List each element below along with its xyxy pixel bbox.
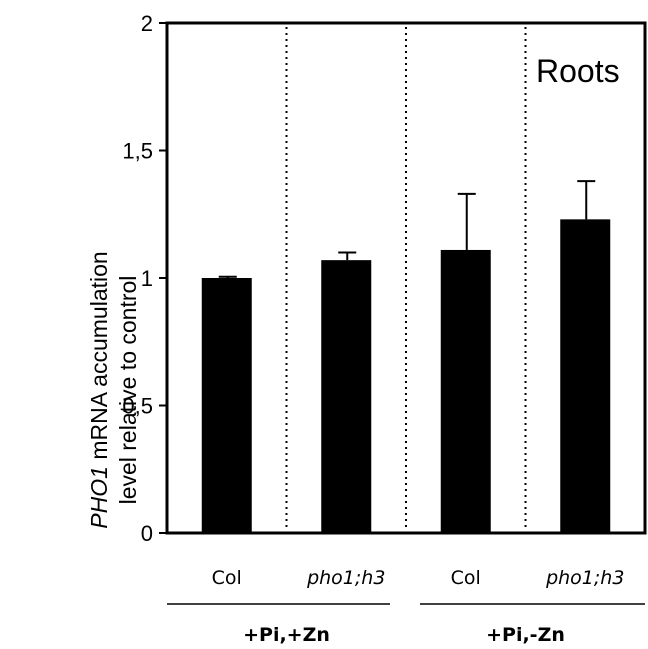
y-axis-label-rest: mRNA accumulation xyxy=(86,251,112,466)
category-label: Col xyxy=(212,567,242,589)
category-label: pho1;h3 xyxy=(545,567,624,589)
y-tick-label: 1 xyxy=(141,266,153,291)
y-axis-label-line2: level relative to control xyxy=(115,276,141,505)
y-axis-label-gene: PHO1 xyxy=(86,466,112,529)
group-label: +Pi,+Zn xyxy=(243,624,330,646)
bar xyxy=(440,249,491,533)
y-tick-label: 0 xyxy=(141,521,153,546)
y-tick-label: 1,5 xyxy=(122,139,153,164)
group-labels: +Pi,+Zn +Pi,-Zn xyxy=(167,603,645,646)
bar xyxy=(321,260,372,533)
x-axis-categories: Col pho1;h3 Col pho1;h3 xyxy=(212,567,625,589)
bars xyxy=(201,219,611,533)
bar xyxy=(201,278,252,533)
bar xyxy=(560,219,611,533)
category-separators xyxy=(285,27,527,531)
category-label: pho1;h3 xyxy=(306,567,385,589)
group-label: +Pi,-Zn xyxy=(486,624,565,646)
y-axis-label: PHO1 mRNA accumulation level relative to… xyxy=(86,251,141,528)
svg-text:PHO1 mRNA accumulation: PHO1 mRNA accumulation xyxy=(86,251,112,528)
y-axis-ticks: 0 0,5 1 1,5 2 xyxy=(122,11,167,546)
y-tick-label: 0,5 xyxy=(122,394,153,419)
error-bars xyxy=(218,180,596,278)
category-label: Col xyxy=(451,567,481,589)
y-tick-label: 2 xyxy=(141,11,153,36)
panel-label: Roots xyxy=(536,53,620,89)
